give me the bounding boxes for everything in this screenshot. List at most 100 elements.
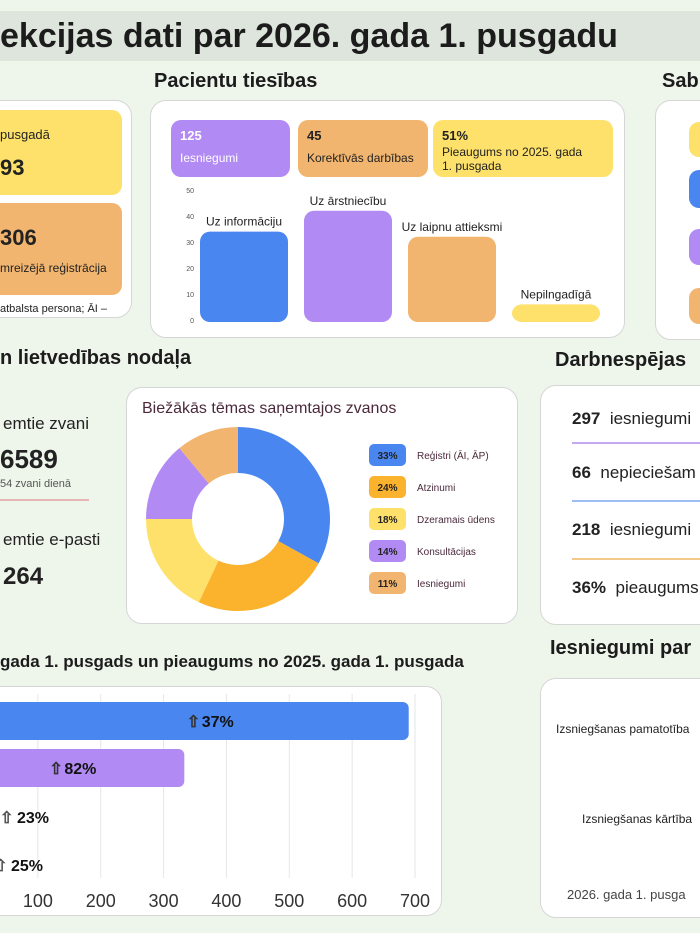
left-stat-tile-2-label: mreizējā reģistrācija	[0, 261, 107, 275]
growth-pct-label: 37%	[202, 714, 234, 731]
bar	[200, 231, 288, 322]
y-tick-label: 30	[186, 240, 194, 247]
work-card	[540, 385, 700, 625]
legend-swatch	[369, 540, 406, 562]
right-top-tile-2	[689, 170, 700, 208]
patient-rights-tile-2-value: 45	[307, 128, 322, 143]
legend-value: 24%	[377, 483, 397, 494]
growth-heading: gada 1. pusgads un pieaugums no 2025. ga…	[0, 652, 464, 671]
work-row-3: 218 iesniegumi	[572, 520, 691, 540]
legend-label: Reģistri (ĀI, ĀP)	[417, 449, 489, 462]
applications-card	[540, 678, 700, 918]
right-top-tile-1	[689, 122, 700, 157]
patient-rights-tile-2: 45 Korektīvās darbības	[298, 120, 428, 177]
work-row-1-label: iesniegumi	[609, 409, 692, 428]
bar-category-label: Uz ārstniecību	[310, 194, 387, 208]
legend-swatch	[369, 508, 406, 530]
topics-title: Biežākās tēmas saņemtajos zvanos	[142, 400, 397, 417]
bar	[512, 304, 600, 322]
work-row-2-label: nepieciešam	[600, 463, 696, 482]
title-bar	[0, 11, 700, 61]
y-tick-label: 40	[186, 214, 194, 221]
legend-label: Konsultācijas	[417, 547, 476, 558]
calls-value: 6589	[0, 444, 58, 474]
emails-label: emtie e-pasti	[3, 530, 101, 549]
patient-rights-tile-2-label: Korektīvās darbības	[307, 151, 414, 165]
work-divider-1	[572, 442, 700, 444]
up-arrow-icon: ⇧	[187, 714, 200, 731]
applications-heading: Iesniegumi par	[550, 637, 692, 659]
x-tick-label: 100	[23, 891, 53, 911]
work-row-4-value: 36%	[572, 578, 607, 597]
donut-slice	[146, 519, 219, 603]
x-tick-label: 200	[86, 891, 116, 911]
topics-donut-chart: 33% Reģistri (ĀI, ĀP) 24% Atzinumi 18% Dzeram…	[146, 427, 495, 611]
right-top-tile-4	[689, 288, 700, 324]
patient-rights-heading: Pacientu tiesības	[154, 70, 318, 92]
x-tick-label: 500	[274, 891, 304, 911]
left-stat-tile-1-value: 93	[0, 155, 25, 180]
donut-slice	[146, 448, 209, 519]
up-arrow-icon: ⇧	[0, 858, 7, 875]
applications-row-2: Izsniegšanas kārtība	[582, 812, 693, 826]
patient-rights-tile-3-label: Pieaugums no 2025. gada 1. pusgada	[442, 145, 583, 173]
legend-swatch	[369, 572, 406, 594]
legend-value: 18%	[377, 515, 397, 526]
work-row-2-value: 66	[572, 463, 591, 482]
legend-label: Iesniegumi	[417, 579, 465, 590]
work-heading: Darbnespējas	[555, 349, 687, 371]
patient-rights-tile-1-label: Iesniegumi	[180, 151, 239, 165]
calls-sub: 54 zvani dienā	[0, 478, 71, 490]
applications-row-1: Izsniegšanas pamatotība	[556, 722, 690, 736]
y-tick-label: 50	[186, 188, 194, 195]
emails-value: 264	[3, 563, 44, 590]
growth-pct-label: 23%	[17, 810, 49, 827]
legend-label: Dzeramais ūdens	[417, 515, 495, 526]
patient-rights-tile-3-value: 51%	[442, 128, 469, 143]
bar	[408, 236, 496, 322]
left-stat-tile-2: 306 mreizējā reģistrācija	[0, 203, 122, 295]
legend-value: 33%	[377, 451, 397, 462]
right-top-tile-3	[689, 229, 700, 265]
left-stat-tile-1-label: pusgadā	[0, 127, 50, 142]
growth-bar	[0, 749, 185, 787]
y-tick-label: 20	[186, 266, 194, 273]
applications-footer: 2026. gada 1. pusga	[567, 887, 686, 902]
page-title: ekcijas dati par 2026. gada 1. pusgadu	[0, 17, 618, 55]
bar-category-label: Uz informāciju	[206, 215, 282, 229]
patient-rights-tile-1: 125 Iesniegumi	[171, 120, 290, 177]
work-row-4-label: pieaugums	[615, 578, 699, 597]
work-row-2: 66 nepieciešam	[572, 463, 696, 483]
up-arrow-icon: ⇧	[0, 810, 13, 827]
office-heading: n lietvedības nodaļa	[0, 347, 192, 369]
bar-category-label: Uz laipnu attieksmi	[402, 220, 503, 234]
x-tick-label: 700	[400, 891, 430, 911]
growth-bar	[0, 702, 409, 740]
donut-slice	[238, 427, 330, 564]
patient-rights-tile-1-value: 125	[180, 128, 202, 143]
growth-pct-label: 25%	[11, 858, 43, 875]
growth-pct-label: 82%	[64, 761, 96, 778]
growth-bar-chart: 100 200 300 400 500 600 700⇧ 37%⇧ 82%⇧ 23%⇧ 25%	[0, 694, 430, 911]
left-footnote: atbalsta persona; ĀI –	[0, 303, 108, 315]
legend-swatch	[369, 444, 406, 466]
work-divider-3	[572, 558, 700, 560]
work-row-1-value: 297	[572, 409, 601, 428]
y-tick-label: 10	[186, 292, 194, 299]
legend-value: 11%	[378, 579, 398, 590]
legend-label: Atzinumi	[417, 483, 455, 494]
legend-value: 14%	[377, 547, 397, 558]
x-tick-label: 600	[337, 891, 367, 911]
x-tick-label: 300	[149, 891, 179, 911]
calls-label: emtie zvani	[3, 414, 89, 433]
up-arrow-icon: ⇧	[49, 761, 62, 778]
bar-category-label: Nepilngadīgā	[521, 287, 592, 301]
x-tick-label: 400	[211, 891, 241, 911]
work-row-1: 297 iesniegumi	[572, 409, 691, 429]
patient-rights-tile-3: 51% Pieaugums no 2025. gada 1. pusgada	[433, 120, 613, 177]
work-row-4: 36% pieaugums	[572, 578, 699, 598]
work-row-3-label: iesniegumi	[609, 520, 692, 539]
bar	[304, 210, 392, 322]
calls-divider	[0, 499, 89, 501]
left-stat-tile-1: pusgadā 93	[0, 110, 122, 195]
